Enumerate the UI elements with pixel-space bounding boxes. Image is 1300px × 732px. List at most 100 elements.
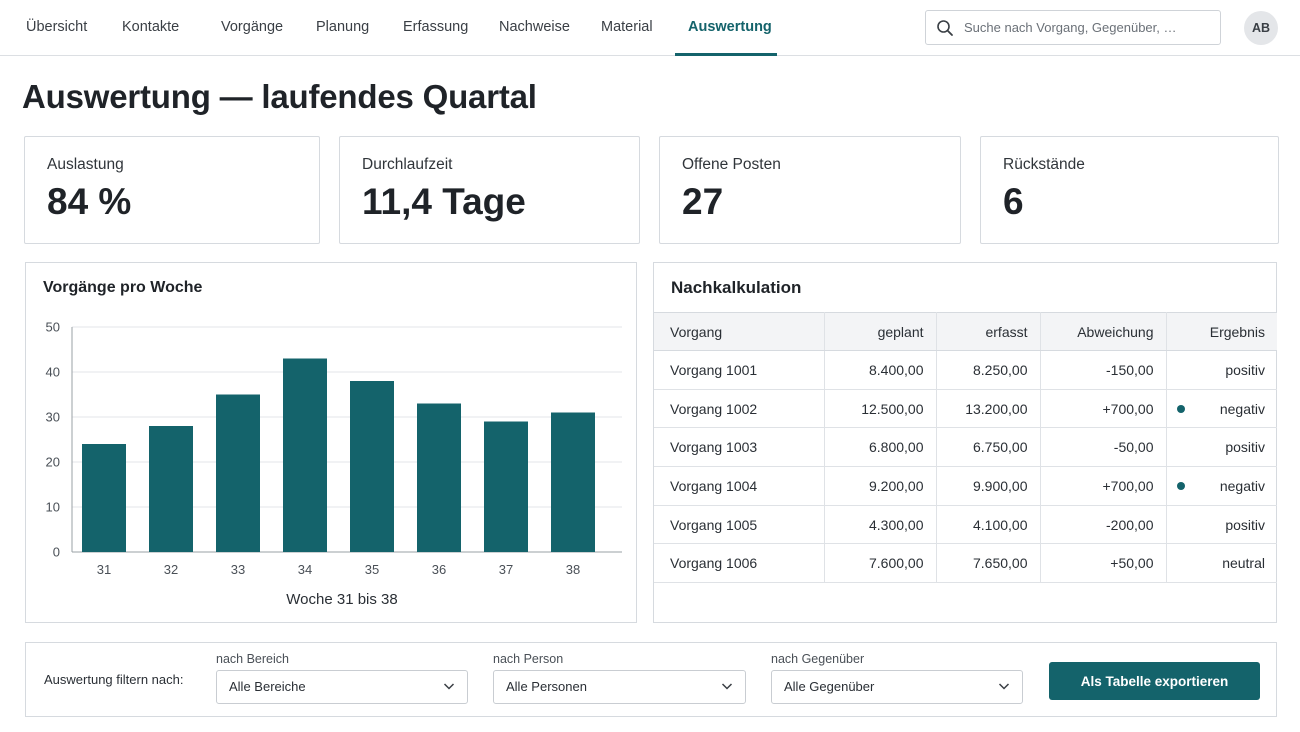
cell-abweichung-text: +50,00 (1110, 555, 1154, 572)
nav-item-planung[interactable]: Planung (316, 19, 370, 35)
nav-item-kontakte[interactable]: Kontakte (122, 19, 180, 35)
nav-item-erfassung[interactable]: Erfassung (403, 19, 469, 35)
bar (417, 403, 461, 552)
x-tick-label: 37 (499, 562, 513, 577)
cell-abweichung-text: +700,00 (1102, 477, 1154, 494)
gegenueber-select[interactable]: Alle Gegenüber (771, 670, 1023, 704)
search-box[interactable] (925, 10, 1221, 45)
cell-geplant: 9.200,00 (824, 466, 937, 506)
cell-ergebnis: neutral (1166, 543, 1277, 584)
cell-geplant: 8.400,00 (824, 350, 937, 390)
cell-erfasst-text: 7.650,00 (973, 555, 1028, 572)
cell-geplant: 4.300,00 (824, 505, 937, 545)
table-row[interactable]: Vorgang 1004 9.200,00 9.900,00 +700,00 negat… (654, 466, 1277, 506)
bar (149, 426, 193, 552)
kpi-value: 6 (1003, 181, 1024, 222)
cell-abweichung-text: -50,00 (1113, 439, 1154, 456)
nav-item-vorgaenge[interactable]: Vorgänge (221, 19, 284, 35)
cell-ergebnis-text: negativ (1219, 477, 1265, 494)
y-tick-label: 40 (46, 365, 60, 380)
bereich-select[interactable]: Alle Bereiche (216, 670, 468, 704)
bar (283, 358, 327, 552)
table-header-row: Vorgang geplant erfasst Abweichung Ergeb… (654, 312, 1277, 351)
cell-erfasst: 8.250,00 (936, 350, 1041, 390)
column-header-vorgang[interactable]: Vorgang (654, 312, 825, 351)
column-header-geplant[interactable]: geplant (824, 312, 937, 351)
kpi-label: Durchlaufzeit (362, 156, 453, 173)
cell-abweichung-text: +700,00 (1102, 400, 1154, 417)
column-header-erfasst[interactable]: erfasst (936, 312, 1041, 351)
table-row[interactable]: Vorgang 1002 12.500,00 13.200,00 +700,00 neg… (654, 389, 1277, 429)
nav-item-material[interactable]: Material (601, 19, 653, 35)
x-tick-label: 31 (97, 562, 111, 577)
nav-item-nachweise[interactable]: Nachweise (499, 19, 570, 35)
cell-vorgang: Vorgang 1001 (654, 350, 825, 390)
cell-geplant-text: 9.200,00 (869, 477, 924, 494)
filter-caption-bereich: nach Bereich (216, 652, 289, 666)
x-tick-label: 33 (231, 562, 245, 577)
kpi-label: Rückstände (1003, 156, 1085, 173)
export-table-button[interactable]: Als Tabelle exportieren (1049, 662, 1260, 700)
cell-ergebnis-text: neutral (1222, 555, 1265, 572)
cell-abweichung-text: -150,00 (1106, 361, 1154, 378)
cell-geplant-text: 6.800,00 (869, 439, 924, 456)
nav-item-auswertung[interactable]: Auswertung (688, 19, 772, 35)
cell-geplant-text: 12.500,00 (861, 400, 924, 417)
cell-geplant: 12.500,00 (824, 389, 937, 429)
kpi-value: 27 (682, 181, 724, 222)
y-tick-label: 0 (53, 545, 60, 560)
column-header-ergebnis[interactable]: Ergebnis (1166, 312, 1277, 351)
gegenueber-select-value: Alle Gegenüber (784, 679, 875, 694)
x-tick-label: 32 (164, 562, 178, 577)
table-row[interactable]: Vorgang 1006 7.600,00 7.650,00 +50,00 neutra… (654, 543, 1277, 584)
search-input[interactable] (964, 11, 1214, 44)
chevron-down-icon (443, 683, 455, 690)
filter-bar: Auswertung filtern nach: nach Bereich Al… (25, 642, 1277, 717)
cell-vorgang-text: Vorgang 1006 (670, 555, 758, 572)
table-row[interactable]: Vorgang 1003 6.800,00 6.750,00 -50,00 positi… (654, 427, 1277, 468)
avatar[interactable]: AB (1244, 11, 1278, 45)
table-title: Nachkalkulation (671, 278, 802, 297)
bar (484, 421, 528, 552)
bar (551, 412, 595, 552)
bar (216, 394, 260, 552)
table-row[interactable]: Vorgang 1001 8.400,00 8.250,00 -150,00 posit… (654, 350, 1277, 390)
table-row[interactable]: Vorgang 1005 4.300,00 4.100,00 -200,00 posit… (654, 505, 1277, 545)
top-navigation: Übersicht Kontakte Vorgänge Planung Erfa… (0, 0, 1300, 56)
cell-ergebnis-text: negativ (1219, 400, 1265, 417)
cell-erfasst-text: 13.200,00 (965, 400, 1028, 417)
cell-geplant-text: 4.300,00 (869, 516, 924, 533)
bar (82, 444, 126, 552)
cell-erfasst-text: 4.100,00 (973, 516, 1028, 533)
y-tick-label: 30 (46, 410, 60, 425)
kpi-label: Offene Posten (682, 156, 781, 173)
bereich-select-value: Alle Bereiche (229, 679, 306, 694)
cell-ergebnis: negativ (1166, 466, 1277, 506)
active-tab-indicator (675, 53, 777, 56)
bar-chart: 0 10 20 30 40 50 31 32 33 34 35 36 37 38 Woche 31 bis … (46, 320, 622, 608)
cell-abweichung: +700,00 (1040, 466, 1167, 506)
cell-vorgang-text: Vorgang 1002 (670, 400, 758, 417)
cell-erfasst-text: 8.250,00 (973, 361, 1028, 378)
cell-erfasst-text: 9.900,00 (973, 477, 1028, 494)
cell-erfasst-text: 6.750,00 (973, 439, 1028, 456)
x-tick-label: 35 (365, 562, 379, 577)
cell-ergebnis-text: positiv (1225, 439, 1265, 456)
cell-abweichung: +700,00 (1040, 389, 1167, 429)
column-header-abweichung[interactable]: Abweichung (1040, 312, 1167, 351)
page-title: Auswertung — laufendes Quartal (22, 78, 537, 115)
cell-ergebnis: positiv (1166, 427, 1277, 468)
search-icon (937, 20, 953, 36)
cell-vorgang: Vorgang 1005 (654, 505, 825, 545)
cell-vorgang: Vorgang 1006 (654, 543, 825, 584)
status-dot-icon (1176, 481, 1185, 490)
cell-vorgang-text: Vorgang 1001 (670, 361, 758, 378)
kpi-card-durchlaufzeit: Durchlaufzeit 11,4 Tage (339, 136, 640, 244)
cell-vorgang: Vorgang 1003 (654, 427, 825, 468)
cell-ergebnis-text: positiv (1225, 516, 1265, 533)
x-tick-label: 36 (432, 562, 446, 577)
nav-item-uebersicht[interactable]: Übersicht (26, 19, 88, 35)
cell-abweichung: -150,00 (1040, 350, 1167, 390)
person-select[interactable]: Alle Personen (493, 670, 746, 704)
filter-caption-person: nach Person (493, 652, 564, 666)
